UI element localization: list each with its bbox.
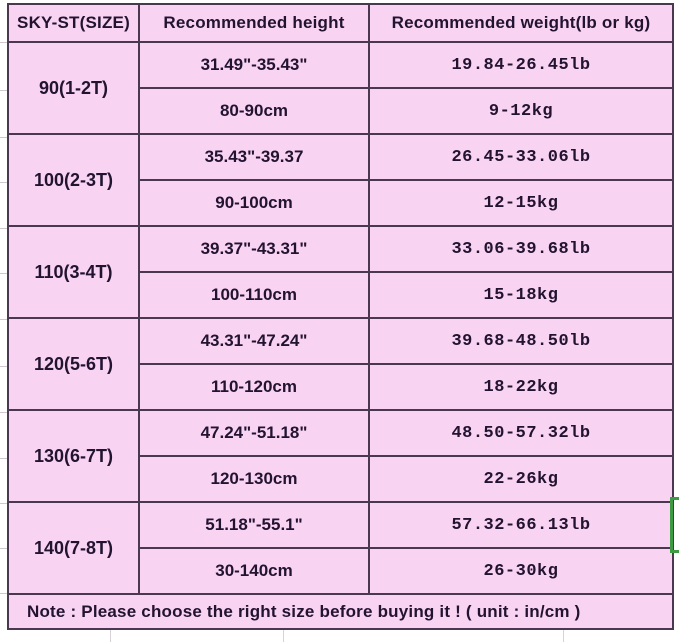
height-inches: 35.43"-39.37 [138,133,370,181]
table-row: 30-140cm 26-30kg [8,547,674,595]
margin-gridline [0,548,7,549]
table-row: 130(6-7T) 47.24"-51.18" 48.50-57.32lb [7,409,674,503]
margin-gridline [0,42,7,43]
table-row: 100-110cm 15-18kg [8,271,674,319]
height-cm: 90-100cm [138,179,370,227]
weight-pounds: 57.32-66.13lb [368,501,674,549]
weight-kg: 12-15kg [368,179,674,227]
table-row: 140(7-8T) 51.18"-55.1" 57.32-66.13lb [7,501,674,595]
margin-gridline [283,630,284,642]
size-label: 130(6-7T) [7,409,140,503]
height-inches: 47.24"-51.18" [138,409,370,457]
height-cm: 30-140cm [138,547,370,595]
weight-kg: 22-26kg [368,455,674,503]
header-height: Recommended height [138,3,370,43]
size-chart-table-wrapper: SKY-ST(SIZE) Recommended height Recommen… [7,3,674,630]
header-row: SKY-ST(SIZE) Recommended height Recommen… [7,3,674,43]
height-cm: 110-120cm [138,363,370,411]
margin-gridline [0,366,7,367]
size-label: 140(7-8T) [7,501,140,595]
weight-kg: 15-18kg [368,271,674,319]
weight-kg: 9-12kg [368,87,674,135]
note-row: Note : Please choose the right size befo… [7,593,674,630]
margin-gridline [0,182,7,183]
size-label: 110(3-4T) [7,225,140,319]
weight-pounds: 39.68-48.50lb [368,317,674,365]
table-row: 90(1-2T) 31.49"-35.43" 19.84-26.45lb [7,41,674,135]
margin-gridline [0,593,7,594]
weight-pounds: 48.50-57.32lb [368,409,674,457]
size-chart-table: SKY-ST(SIZE) Recommended height Recommen… [7,3,674,630]
size-label: 90(1-2T) [7,41,140,135]
table-row: 100(2-3T) 35.43"-39.37 26.45-33.06lb [7,133,674,227]
height-inches: 43.31"-47.24" [138,317,370,365]
header-size: SKY-ST(SIZE) [7,3,140,43]
margin-gridline [0,319,7,320]
table-row: 110(3-4T) 39.37"-43.31" 33.06-39.68lb [7,225,674,319]
note-text: Note : Please choose the right size befo… [7,593,674,630]
size-label: 100(2-3T) [7,133,140,227]
table-row: 120-130cm 22-26kg [8,455,674,503]
weight-kg: 26-30kg [368,547,674,595]
table-row: 120(5-6T) 43.31"-47.24" 39.68-48.50lb [7,317,674,411]
weight-pounds: 33.06-39.68lb [368,225,674,273]
table-row: 90-100cm 12-15kg [8,179,674,227]
height-inches: 51.18"-55.1" [138,501,370,549]
margin-gridline [0,273,7,274]
selected-cell-indicator [670,497,679,553]
height-cm: 120-130cm [138,455,370,503]
size-label: 120(5-6T) [7,317,140,411]
weight-pounds: 19.84-26.45lb [368,41,674,89]
height-inches: 39.37"-43.31" [138,225,370,273]
height-cm: 100-110cm [138,271,370,319]
margin-gridline [0,90,7,91]
margin-gridline [0,503,7,504]
weight-pounds: 26.45-33.06lb [368,133,674,181]
margin-gridline [110,630,111,642]
table-row: 80-90cm 9-12kg [8,87,674,135]
margin-gridline [563,630,564,642]
table-row: 110-120cm 18-22kg [8,363,674,411]
header-weight: Recommended weight(lb or kg) [368,3,674,43]
margin-gridline [0,137,7,138]
weight-kg: 18-22kg [368,363,674,411]
margin-gridline [0,412,7,413]
height-inches: 31.49"-35.43" [138,41,370,89]
margin-gridline [0,228,7,229]
height-cm: 80-90cm [138,87,370,135]
margin-gridline [0,458,7,459]
